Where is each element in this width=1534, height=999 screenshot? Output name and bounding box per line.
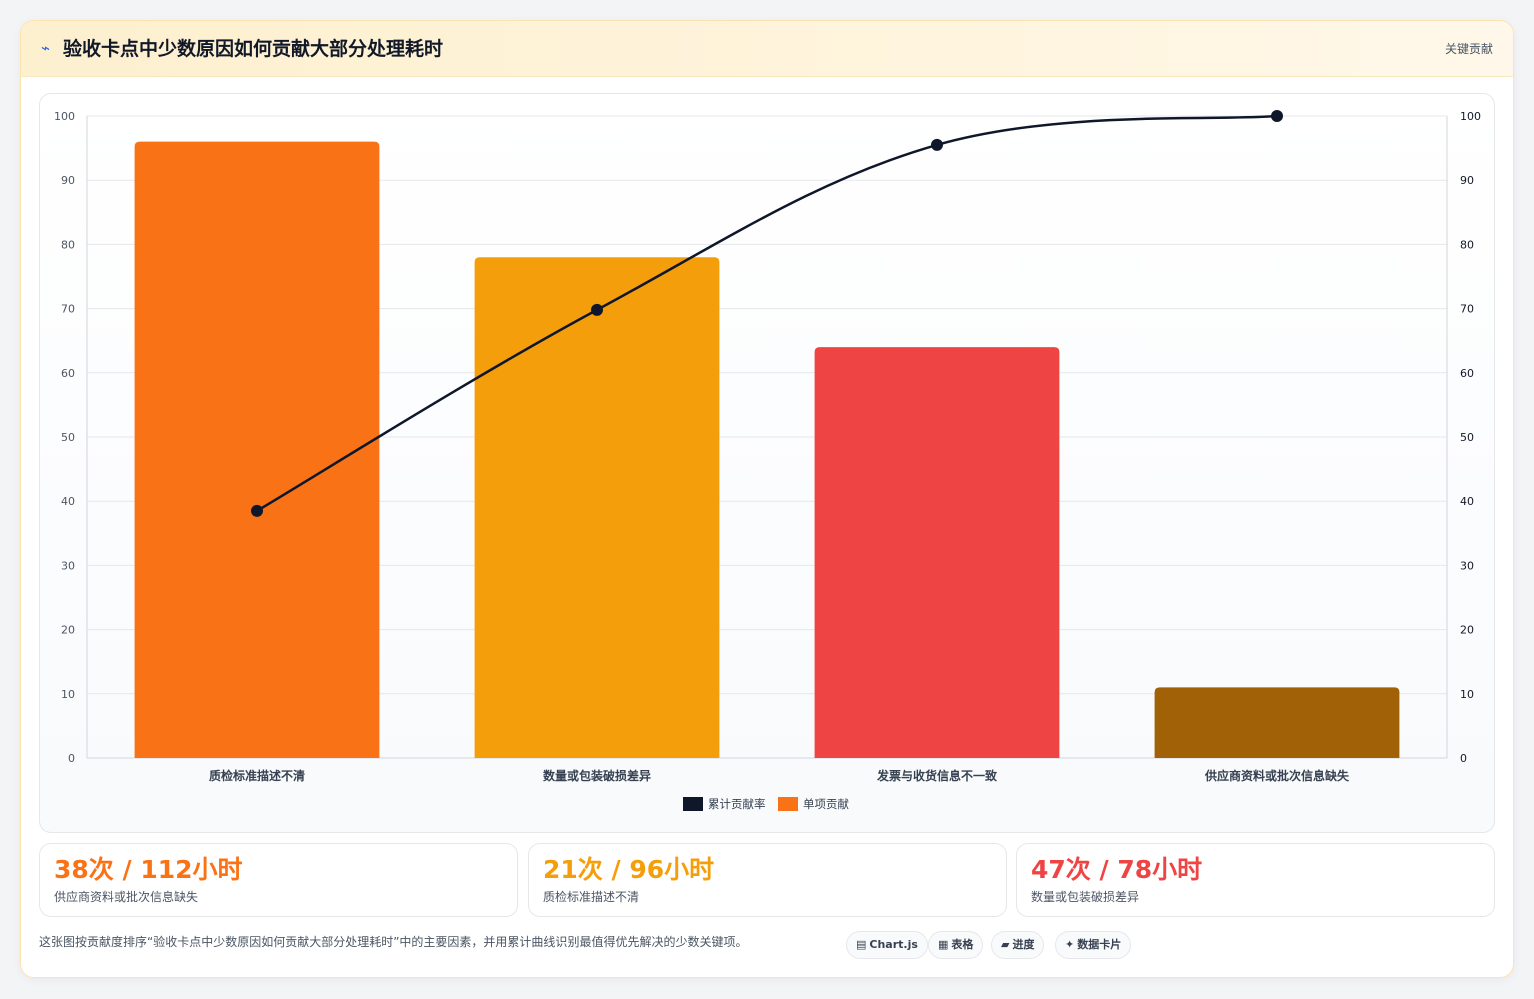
y2-tick-label: 40 bbox=[1460, 495, 1474, 508]
chart-svg: 0 0 10 10 20 20 30 30 40 40 50 50 60 60 70 70 80 80 90 90 10… bbox=[54, 110, 1481, 811]
bolt-icon: ⌁ bbox=[41, 39, 51, 57]
y-tick-label: 20 bbox=[61, 624, 75, 637]
chip-chartjs[interactable]: ▤ Chart.js bbox=[846, 931, 928, 959]
x-tick-label: 质检标准描述不清 bbox=[209, 768, 305, 783]
bar bbox=[134, 141, 380, 758]
x-tick-label: 供应商资料或批次信息缺失 bbox=[1204, 768, 1350, 783]
chip-data-card[interactable]: ✦ 数据卡片 bbox=[1055, 931, 1132, 959]
pareto-card: ⌁ 验收卡点中少数原因如何贡献大部分处理耗时 关键贡献 0 0 10 10 20 20 30… bbox=[20, 20, 1514, 978]
legend-label: 累计贡献率 bbox=[708, 797, 766, 811]
cumulative-point bbox=[251, 504, 263, 517]
cumulative-line bbox=[256, 114, 1278, 512]
cumulative-point bbox=[931, 138, 943, 151]
y2-tick-label: 60 bbox=[1460, 367, 1474, 380]
y-tick-label: 10 bbox=[61, 688, 75, 701]
sparkle-icon: ✦ bbox=[1065, 938, 1075, 951]
x-tick-label: 数量或包装破损差异 bbox=[543, 768, 651, 783]
header-tag: 关键贡献 bbox=[1444, 42, 1493, 56]
legend-swatch bbox=[778, 797, 798, 811]
y2-tick-label: 0 bbox=[1460, 752, 1467, 765]
y2-tick-label: 20 bbox=[1460, 624, 1474, 637]
card-header: ⌁ 验收卡点中少数原因如何贡献大部分处理耗时 关键贡献 bbox=[21, 21, 1513, 77]
y-tick-label: 0 bbox=[68, 752, 75, 765]
stat-cards: 38次 / 112小时 供应商资料或批次信息缺失 21次 / 96小时 质检标准… bbox=[39, 843, 1495, 917]
stat-label: 供应商资料或批次信息缺失 bbox=[54, 890, 199, 904]
progress-icon: ▰ bbox=[1001, 938, 1010, 951]
y-tick-label: 90 bbox=[61, 174, 75, 187]
chip-label: Chart.js bbox=[869, 938, 918, 951]
chip-label: 进度 bbox=[1012, 938, 1035, 951]
y-tick-label: 70 bbox=[61, 303, 75, 316]
stat-value: 38次 / 112小时 bbox=[54, 855, 243, 884]
stat-card-2: 21次 / 96小时 质检标准描述不清 bbox=[528, 843, 1007, 917]
bar bbox=[1154, 687, 1400, 758]
chip-label: 数据卡片 bbox=[1077, 938, 1122, 951]
x-tick-label: 发票与收货信息不一致 bbox=[876, 768, 998, 783]
y2-tick-label: 90 bbox=[1460, 174, 1474, 187]
y2-tick-label: 30 bbox=[1460, 559, 1474, 572]
y2-tick-label: 100 bbox=[1460, 110, 1481, 123]
y-tick-label: 100 bbox=[54, 110, 75, 123]
y-tick-label: 30 bbox=[61, 559, 75, 572]
y2-tick-label: 10 bbox=[1460, 688, 1474, 701]
cumulative-point bbox=[591, 303, 603, 316]
chip-progress[interactable]: ▰ 进度 bbox=[991, 931, 1045, 959]
card-title: 验收卡点中少数原因如何贡献大部分处理耗时 bbox=[63, 38, 444, 60]
stat-card-3: 47次 / 78小时 数量或包装破损差异 bbox=[1016, 843, 1495, 917]
bar bbox=[474, 257, 720, 758]
y2-tick-label: 80 bbox=[1460, 238, 1474, 251]
cumulative-point bbox=[1271, 110, 1283, 122]
table-icon: ▦ bbox=[938, 938, 949, 951]
y-tick-label: 80 bbox=[61, 238, 75, 251]
chip-table[interactable]: ▦ 表格 bbox=[928, 931, 984, 959]
chart-description: 这张图按贡献度排序“验收卡点中少数原因如何贡献大部分处理耗时”中的主要因素，并用… bbox=[39, 935, 748, 949]
y-tick-label: 40 bbox=[61, 495, 75, 508]
y2-tick-label: 50 bbox=[1460, 431, 1474, 444]
chart-icon: ▤ bbox=[856, 938, 867, 951]
stat-value: 21次 / 96小时 bbox=[543, 855, 715, 884]
chip-label: 表格 bbox=[951, 938, 974, 951]
stat-label: 数量或包装破损差异 bbox=[1031, 890, 1140, 904]
stat-card-1: 38次 / 112小时 供应商资料或批次信息缺失 bbox=[39, 843, 518, 917]
y2-tick-label: 70 bbox=[1460, 303, 1474, 316]
stat-value: 47次 / 78小时 bbox=[1031, 855, 1203, 884]
bar bbox=[814, 347, 1060, 758]
y-tick-label: 60 bbox=[61, 367, 75, 380]
legend-label: 单项贡献 bbox=[803, 797, 849, 811]
pareto-chart: 0 0 10 10 20 20 30 30 40 40 50 50 60 60 70 70 80 80 90 90 10… bbox=[39, 93, 1495, 833]
y-tick-label: 50 bbox=[61, 431, 75, 444]
stat-label: 质检标准描述不清 bbox=[543, 890, 640, 904]
legend-swatch bbox=[683, 797, 703, 811]
